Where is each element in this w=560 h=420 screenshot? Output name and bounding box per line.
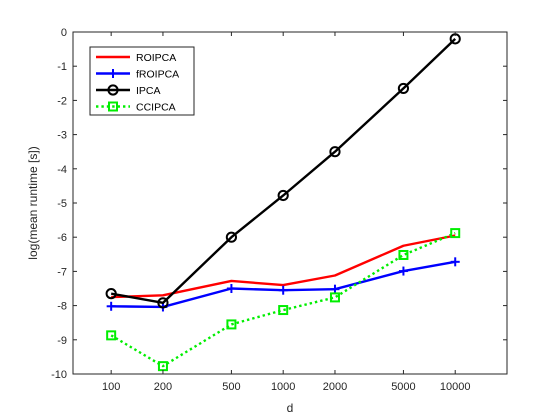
x-tick-label: 5000: [391, 381, 415, 393]
y-tick-label: -2: [57, 95, 67, 107]
x-tick-label: 500: [222, 381, 240, 393]
y-tick-label: -5: [57, 198, 67, 210]
data-point-ccipca: [329, 292, 340, 303]
x-tick-label: 1000: [271, 381, 295, 393]
data-point-ccipca: [106, 330, 117, 341]
legend-entry-ccipca: CCIPCA: [96, 101, 176, 114]
legend-label: ROIPCA: [136, 52, 176, 64]
legend-label: CCIPCA: [136, 102, 176, 114]
data-point-ccipca: [398, 249, 409, 260]
series-line-ccipca: [110, 231, 456, 368]
legend-marker: [108, 69, 118, 78]
legend-entry-roipca: ROIPCA: [96, 52, 176, 64]
legend-label: fROIPCA: [136, 69, 179, 81]
y-tick-label: 0: [61, 27, 67, 39]
data-point-ipca: [157, 297, 169, 309]
data-point-ccipca: [450, 228, 461, 239]
y-tick-label: -3: [57, 130, 67, 142]
y-tick-label: -10: [51, 369, 67, 381]
data-point-froipca: [450, 257, 460, 267]
data-point-froipca: [330, 284, 340, 294]
data-point-froipca: [226, 284, 236, 293]
data-point-ccipca: [226, 319, 237, 330]
legend-marker: [107, 84, 119, 96]
x-tick-label: 100: [102, 381, 120, 393]
x-tick-label: 200: [154, 381, 172, 393]
y-tick-label: -9: [57, 335, 67, 347]
legend-box: [89, 46, 195, 116]
data-point-froipca: [278, 285, 288, 295]
y-axis-label: log(mean runtime [s]): [26, 146, 40, 259]
series-layer: [105, 33, 461, 372]
y-tick-label: -7: [57, 266, 67, 278]
legend-marker: [108, 101, 118, 112]
y-tick-label: -6: [57, 232, 67, 244]
data-point-froipca: [106, 301, 116, 311]
legend: ROIPCA fROIPCA IPCA CCIPCA: [89, 46, 195, 116]
data-point-ipca: [277, 189, 289, 202]
x-axis-label: d: [287, 401, 294, 415]
data-point-ccipca: [278, 305, 289, 316]
data-point-ipca: [397, 82, 410, 95]
series-line-ipca: [110, 37, 457, 305]
data-point-froipca: [398, 266, 408, 276]
data-point-ipca: [105, 288, 117, 300]
legend-label: IPCA: [136, 85, 161, 97]
x-tick-label: 2000: [323, 381, 347, 393]
y-tick-label: -1: [57, 61, 67, 73]
legend-entry-froipca: fROIPCA: [96, 69, 179, 81]
legend-entry-ipca: IPCA: [96, 84, 161, 97]
data-point-ipca: [225, 231, 238, 243]
series-line-roipca: [111, 234, 456, 299]
x-tick-label: 10000: [440, 381, 471, 393]
y-tick-label: -4: [57, 164, 67, 176]
data-point-ipca: [329, 146, 341, 158]
series-roipca: [111, 234, 456, 299]
y-tick-label: -8: [57, 301, 67, 313]
ticks-layer: 100 200 500 1000 2000 5000 10000 0 -1 -2 -3 -4 -5 -6 -…: [51, 27, 507, 393]
